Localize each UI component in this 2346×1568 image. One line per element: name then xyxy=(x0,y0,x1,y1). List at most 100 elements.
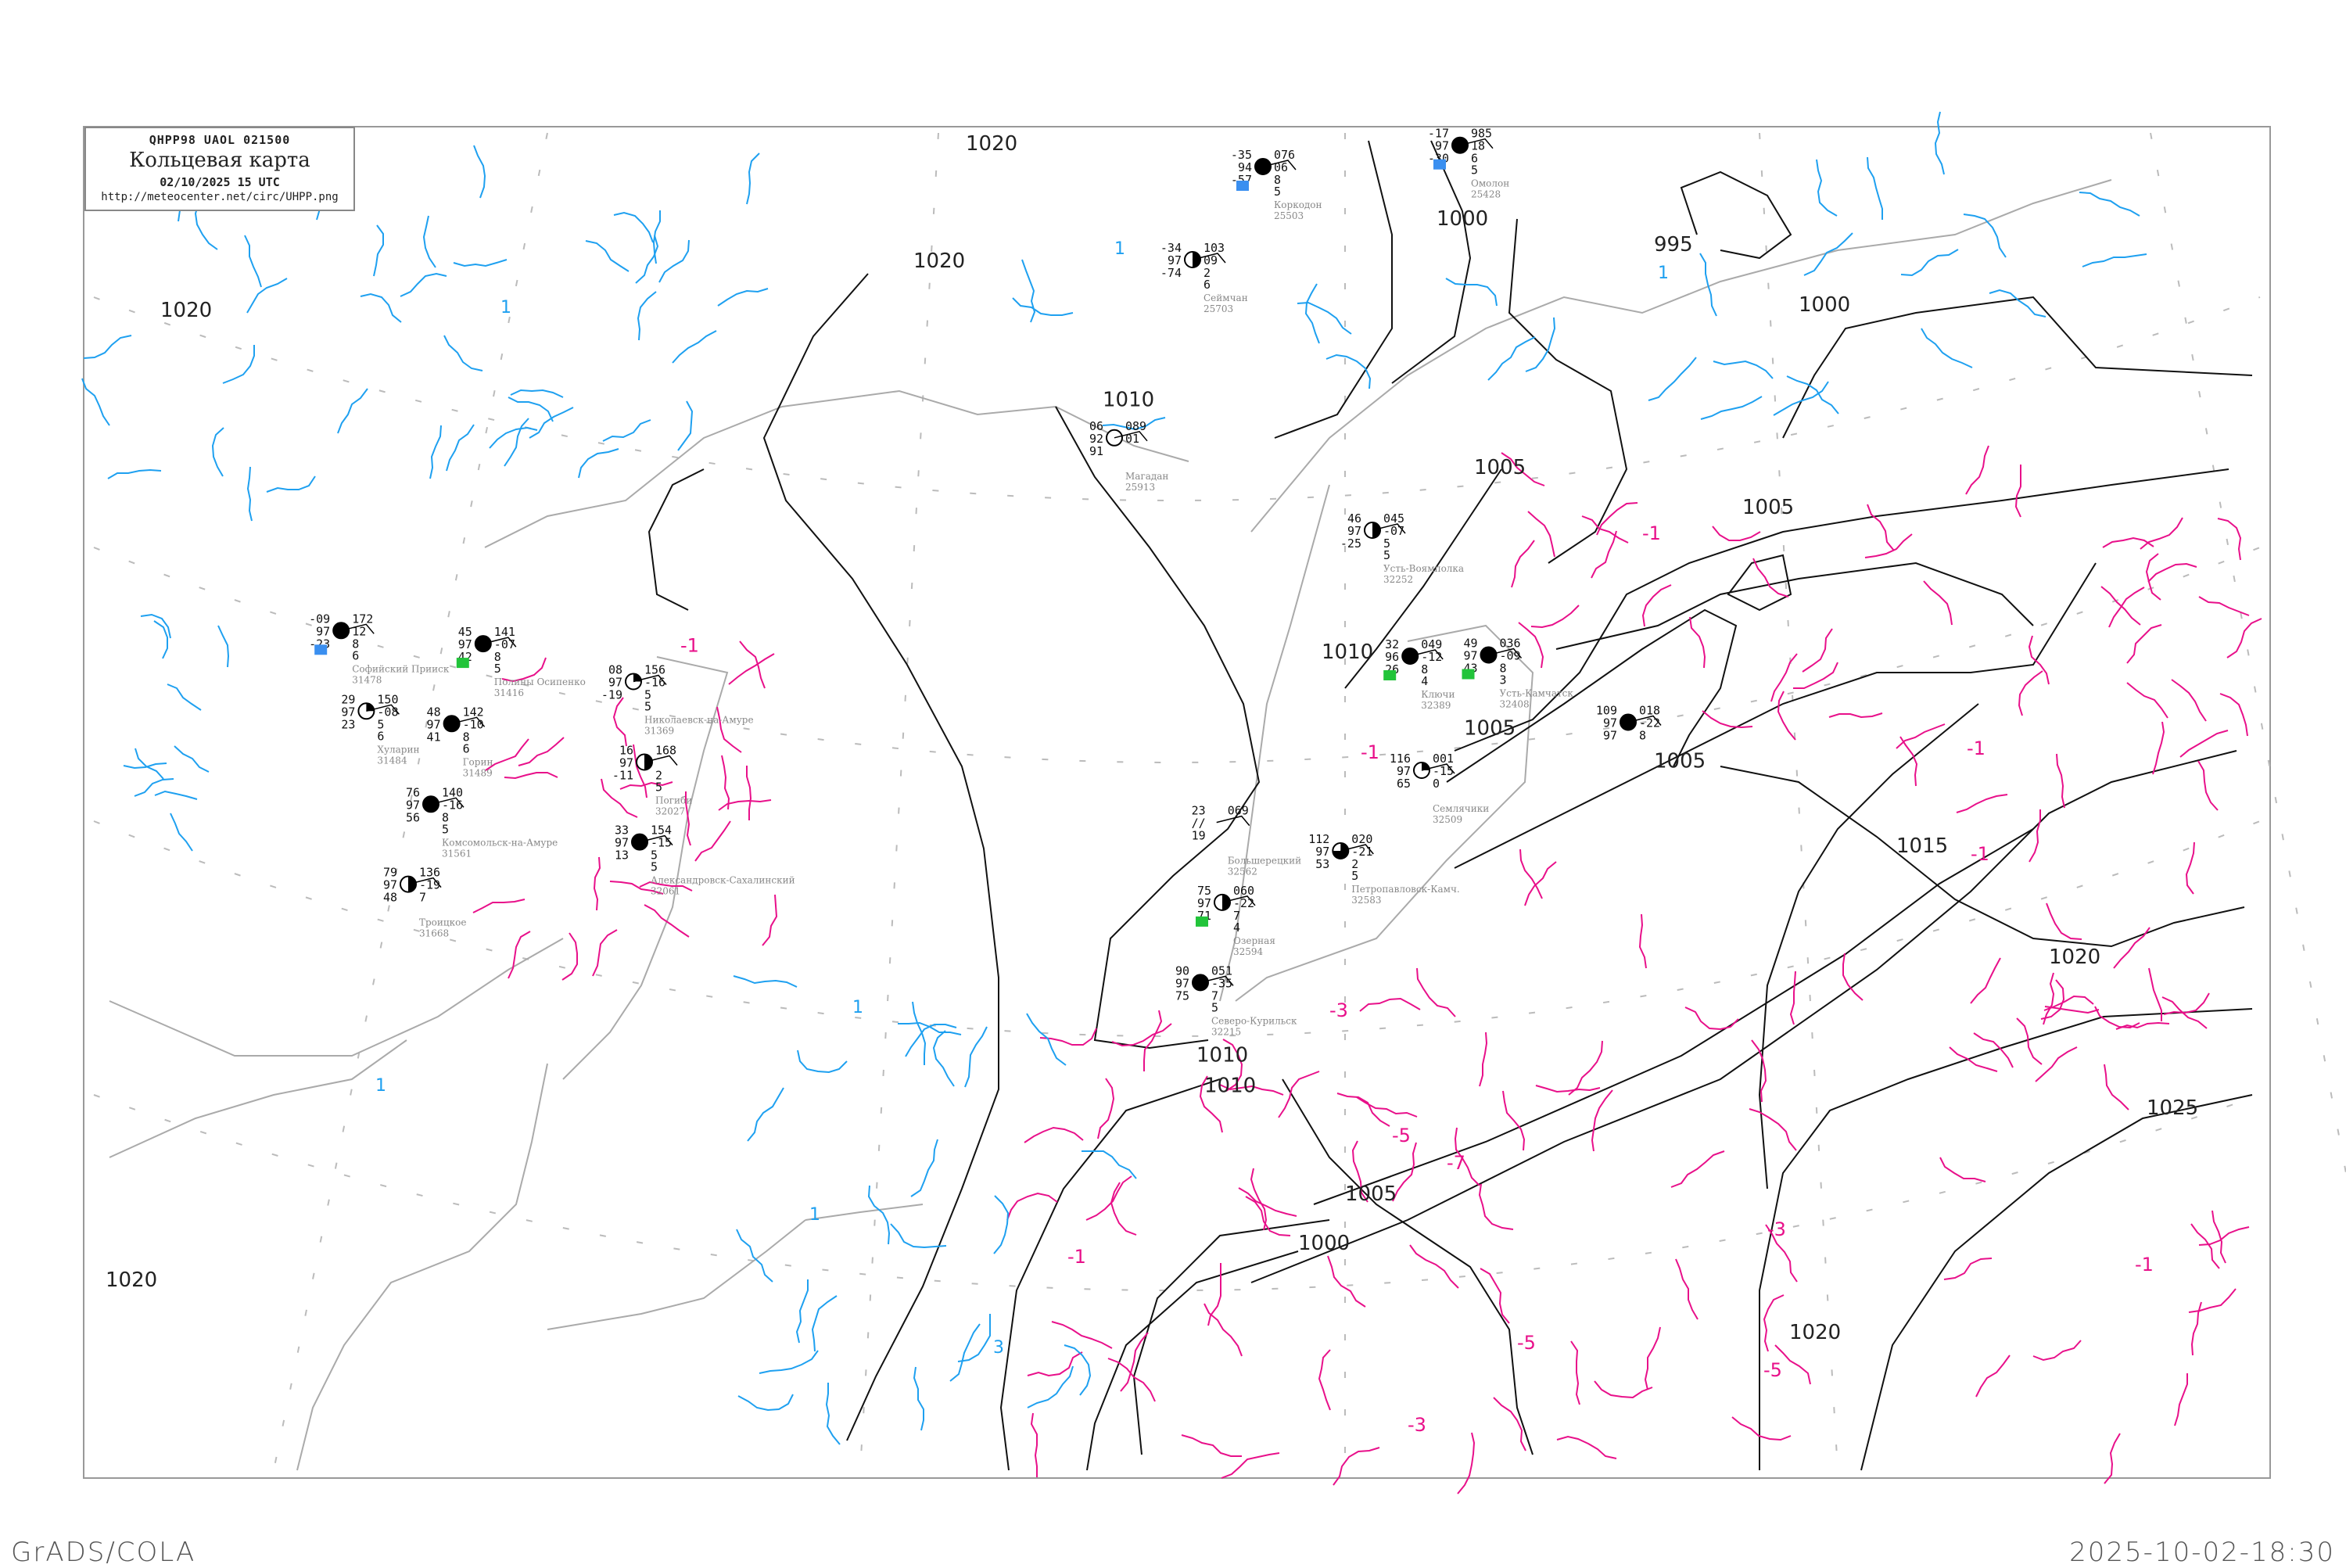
station-value-mr: 06 xyxy=(1274,160,1288,174)
isobar-label-group: 1010 xyxy=(1322,640,1373,664)
isobar-label: 1020 xyxy=(1789,1321,1841,1344)
temperature-isoline xyxy=(1203,1303,1243,1357)
station-name: Петропавловск-Камч. xyxy=(1351,884,1459,895)
temperature-isoline xyxy=(739,640,766,689)
positive-isoline xyxy=(123,762,167,770)
isobar-label: 1010 xyxy=(1204,1075,1256,1098)
positive-isoline xyxy=(1304,283,1320,344)
temperature-isoline xyxy=(1596,502,1638,536)
temperature-isoline xyxy=(1965,445,1989,495)
isobar-label-group: 1000 xyxy=(1437,207,1488,231)
station-value-tl: 46 xyxy=(1347,511,1361,526)
positive-isoline xyxy=(194,203,218,250)
title-box: QHPP98 UAOL 021500 Кольцевая карта 02/10… xyxy=(84,127,355,211)
positive-isoline xyxy=(422,215,436,268)
station-value-mr: 18 xyxy=(1471,139,1485,153)
temperature-isoline xyxy=(592,929,618,977)
coastlines xyxy=(109,179,2112,1471)
temperature-isoline xyxy=(1518,622,1544,669)
station-value-b2: 5 xyxy=(1383,548,1390,562)
isobar-label-group: 1005 xyxy=(1654,750,1706,773)
station-id: 32027 xyxy=(655,806,685,817)
station-plot[interactable]: 339713154-1555Александровск-Сахалинский3… xyxy=(615,823,795,897)
station-value-tl: 112 xyxy=(1308,832,1329,846)
isobar-label-group: 1005 xyxy=(1345,1182,1397,1206)
station-value-ml: 97 xyxy=(1197,896,1211,910)
station-value-tl: 45 xyxy=(458,625,472,639)
wind-barb-icon xyxy=(407,877,442,888)
station-id: 31561 xyxy=(442,848,472,859)
positive-label-group: 1 xyxy=(1658,264,1669,283)
temperature-isoline xyxy=(1749,1108,1797,1151)
temperature-isoline xyxy=(1221,1452,1280,1479)
temperature-isoline xyxy=(2226,618,2262,658)
temperature-isoline xyxy=(1867,504,1895,551)
temperature-isoline xyxy=(2104,1064,2129,1111)
station-value-b2: 3 xyxy=(1500,673,1507,687)
station-name: Горин xyxy=(463,756,493,767)
temperature-isoline xyxy=(1763,1294,1785,1352)
positive-isoline xyxy=(1786,375,1839,414)
isobar-label: 1010 xyxy=(1103,389,1154,412)
station-value-bl: 13 xyxy=(615,849,629,863)
temperature-isoline xyxy=(593,856,601,911)
temperature-isoline xyxy=(1351,1140,1368,1203)
isobar-label-group: 1000 xyxy=(1799,293,1850,317)
positive-label-group: 1 xyxy=(852,998,863,1017)
positive-isoline xyxy=(932,1030,955,1087)
temperature-isoline xyxy=(472,899,526,913)
station-id: 32389 xyxy=(1421,700,1451,711)
rain-marker-icon xyxy=(1196,916,1208,927)
temperature-isoline xyxy=(1751,1039,1767,1103)
positive-isoline xyxy=(1921,328,1973,368)
temperature-isoline xyxy=(718,799,772,811)
temperature-isoline xyxy=(2113,927,2150,969)
source-url[interactable]: http://meteocenter.net/circ/UHPP.png xyxy=(101,191,339,203)
station-name: Николаевск-на-Амуре xyxy=(644,715,754,726)
temperature-isoline xyxy=(2046,902,2082,940)
isobar-label: 1005 xyxy=(1654,750,1706,773)
temperature-isoline xyxy=(1535,1085,1601,1093)
positive-label: 1 xyxy=(1114,239,1125,259)
temperature-isoline xyxy=(1689,616,1706,669)
positive-label-group: 1 xyxy=(375,1076,386,1096)
positive-isoline xyxy=(578,448,619,479)
temperature-isoline xyxy=(1416,967,1456,1017)
temperature-isoline xyxy=(2035,1046,2078,1082)
station-value-tl: -34 xyxy=(1160,241,1182,255)
station-value-tl: 48 xyxy=(427,705,441,719)
station-value-b2: 5 xyxy=(442,822,449,836)
positive-isoline xyxy=(360,292,402,323)
temperature-isoline xyxy=(2115,1021,2170,1030)
station-value-b2: 5 xyxy=(655,780,662,795)
temperature-label: -5 xyxy=(1392,1125,1411,1146)
temperature-isoline xyxy=(1143,1010,1163,1071)
station-value-b2: 6 xyxy=(377,729,384,743)
station-value-tr: 089 xyxy=(1125,419,1146,433)
temperature-isoline xyxy=(1527,511,1555,558)
positive-isoline xyxy=(1648,357,1697,401)
temperature-isoline xyxy=(518,737,565,766)
